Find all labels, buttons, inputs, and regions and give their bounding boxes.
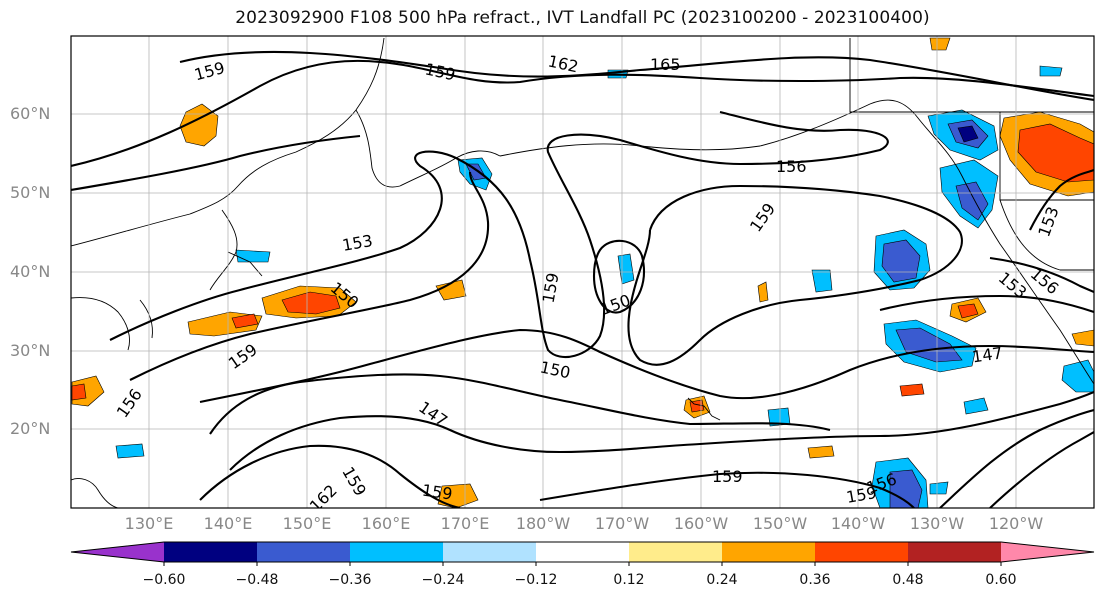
colorbar-segment bbox=[350, 542, 443, 562]
colorbar-tick-label: 0.48 bbox=[892, 572, 924, 588]
colorbar-tick-label: 0.24 bbox=[706, 572, 738, 588]
longitude-label: 160°E bbox=[361, 514, 411, 533]
longitude-label: 170°W bbox=[594, 514, 650, 533]
longitude-label: 160°W bbox=[673, 514, 729, 533]
colorbar-segment bbox=[164, 542, 257, 562]
colorbar-segment bbox=[1001, 542, 1094, 562]
longitude-label: 130°E bbox=[124, 514, 174, 533]
latitude-label: 20°N bbox=[10, 419, 51, 438]
colorbar-tick-label: −0.24 bbox=[421, 572, 465, 588]
colorbar-tick-label: 0.36 bbox=[799, 572, 831, 588]
longitude-label: 140°E bbox=[203, 514, 253, 533]
contour-label: 165 bbox=[650, 55, 681, 74]
contour-lines bbox=[71, 50, 1094, 508]
latitude-label: 60°N bbox=[10, 104, 51, 123]
colorbar-tick-label: −0.36 bbox=[328, 572, 372, 588]
latitude-label: 30°N bbox=[10, 341, 51, 360]
latitude-label: 50°N bbox=[10, 183, 51, 202]
colorbar-segment bbox=[443, 542, 536, 562]
longitude-label: 150°E bbox=[282, 514, 332, 533]
colorbar-tick-label: −0.60 bbox=[142, 572, 186, 588]
colorbar-segment bbox=[536, 542, 629, 562]
latitude-label: 40°N bbox=[10, 262, 51, 281]
colorbar-tick-label: 0.12 bbox=[613, 572, 645, 588]
longitude-label: 170°E bbox=[440, 514, 490, 533]
longitude-label: 120°W bbox=[988, 514, 1044, 533]
longitude-label: 180°W bbox=[515, 514, 571, 533]
colorbar-segment bbox=[71, 542, 164, 562]
longitude-label: 130°W bbox=[909, 514, 965, 533]
colorbar-segment bbox=[722, 542, 815, 562]
contour-label: 159 bbox=[712, 467, 743, 486]
map-title: 2023092900 F108 500 hPa refract., IVT La… bbox=[235, 8, 930, 28]
contour-label: 159 bbox=[421, 481, 454, 504]
contour-label: 156 bbox=[776, 157, 807, 176]
map-frame bbox=[70, 35, 1095, 509]
longitude-label: 140°W bbox=[830, 514, 886, 533]
colorbar-segment bbox=[629, 542, 722, 562]
contour-label: 147 bbox=[971, 343, 1004, 366]
plot-area: 159 159 162 165 156 159 153 153 156 153 … bbox=[71, 36, 1094, 508]
colorbar bbox=[70, 541, 1095, 566]
colorbar-tick-label: −0.48 bbox=[235, 572, 279, 588]
colorbar-tick-label: −0.12 bbox=[514, 572, 558, 588]
coastlines bbox=[71, 37, 1094, 508]
colorbar-segment bbox=[815, 542, 908, 562]
colorbar-tick-label: 0.60 bbox=[985, 572, 1017, 588]
longitude-label: 150°W bbox=[752, 514, 808, 533]
colorbar-segment bbox=[257, 542, 350, 562]
shading-layer bbox=[71, 37, 1094, 508]
colorbar-segment bbox=[908, 542, 1001, 562]
